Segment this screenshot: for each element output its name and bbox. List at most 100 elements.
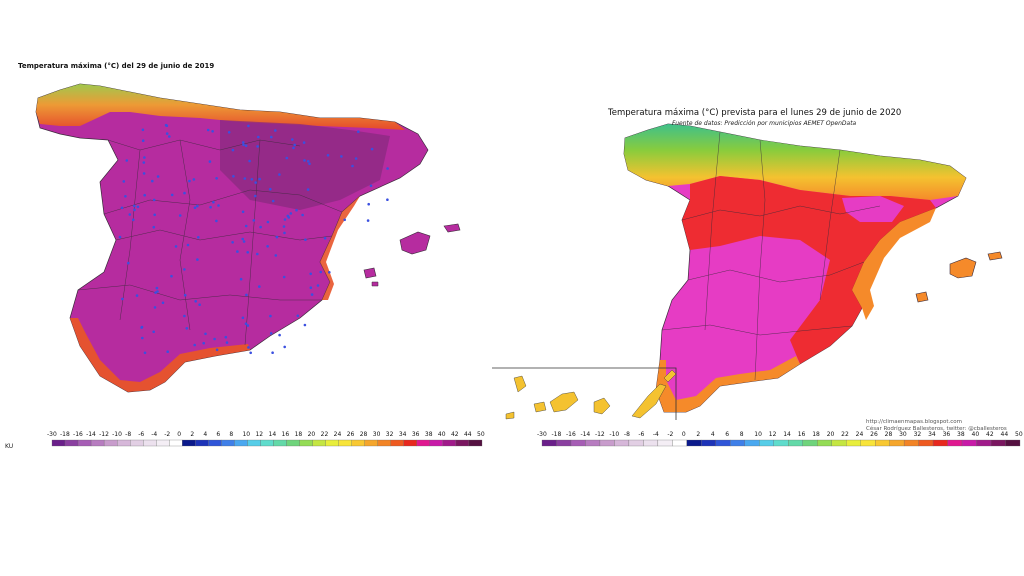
station-dot [140, 326, 143, 329]
station-dot [275, 235, 279, 239]
right-legend-swatch [599, 439, 615, 447]
right-legend-swatch [1005, 439, 1021, 447]
left-legend-tick: 28 [359, 431, 368, 438]
right-legend-tick: 44 [1000, 431, 1009, 438]
station-dot [354, 157, 358, 160]
station-dot [192, 178, 196, 181]
station-dot [357, 130, 360, 133]
station-dot [366, 219, 370, 222]
left-ibiza-island [363, 267, 377, 279]
right-map-title: Temperatura máxima (°C) prevista para el… [608, 108, 902, 118]
right-legend-tick: 50 [1015, 431, 1023, 438]
left-legend-swatch [208, 439, 222, 447]
right-spain-map [623, 123, 1003, 413]
station-dot [143, 351, 147, 355]
right-legend-swatch [875, 439, 890, 447]
station-dot [215, 219, 218, 223]
left-menorca-island [443, 223, 461, 233]
right-legend-swatch [744, 439, 760, 447]
right-legend-tick: 6 [725, 431, 730, 438]
left-legend-tick: -30 [47, 431, 57, 438]
station-dot [258, 177, 261, 181]
left-legend-tick: -14 [86, 431, 96, 438]
station-dot [170, 274, 173, 278]
right-legend-tick: -2 [667, 431, 674, 438]
station-dot [141, 128, 145, 132]
station-dot [323, 236, 327, 240]
station-dot [183, 293, 187, 297]
station-dot [166, 350, 169, 354]
right-legend-swatch [990, 439, 1006, 447]
canary-la-gomera [533, 401, 547, 413]
left-south-coast-band [70, 318, 250, 392]
station-dot [253, 194, 257, 198]
station-dot [118, 235, 122, 239]
station-dot [271, 351, 274, 355]
station-dot [255, 252, 259, 256]
right-legend-swatch [802, 439, 818, 447]
right-legend-tick: 16 [797, 431, 806, 438]
station-dot [270, 135, 273, 139]
right-legend-swatch [570, 439, 586, 447]
right-legend-swatch [643, 439, 659, 447]
left-legend-swatch [338, 439, 352, 447]
station-dot [343, 218, 347, 222]
station-dot [386, 198, 389, 201]
station-dot [154, 291, 157, 294]
station-dot [136, 205, 140, 209]
station-dot [243, 177, 247, 180]
left-legend-swatch [312, 439, 326, 447]
station-dot [209, 205, 212, 209]
station-dot [319, 270, 323, 274]
left-legend-swatch [455, 439, 470, 447]
left-legend-tick: 26 [346, 431, 355, 438]
station-dot [278, 333, 281, 337]
station-dot [202, 341, 205, 345]
right-legend-swatch [860, 439, 876, 447]
right-legend-swatch [672, 439, 687, 447]
right-legend-tick: 38 [957, 431, 965, 438]
left-legend-tick: 16 [281, 431, 290, 438]
station-dot [340, 155, 343, 158]
station-dot [316, 284, 320, 287]
right-map-subtitle: Fuente de datos: Predicción por municipi… [672, 120, 857, 127]
right-legend-tick: 28 [884, 431, 893, 438]
station-dot [278, 173, 281, 176]
right-legend-swatch [715, 439, 731, 447]
left-legend-tick: 8 [229, 431, 234, 438]
station-dot [193, 343, 196, 347]
left-legend-swatch [51, 439, 66, 447]
station-dot [282, 275, 286, 279]
station-dot [242, 143, 245, 147]
station-dot [266, 245, 269, 248]
right-legend-swatch [932, 439, 948, 447]
station-dot [244, 224, 248, 228]
station-dot [246, 324, 250, 327]
station-dot [266, 220, 270, 224]
station-dot [249, 351, 252, 355]
station-dot [309, 272, 313, 276]
station-dot [242, 240, 246, 243]
station-dot [326, 154, 330, 157]
station-dot [244, 144, 248, 147]
left-legend-swatch [234, 439, 248, 447]
left-legend-tick: -2 [164, 431, 171, 438]
station-dot [257, 135, 260, 139]
station-dot [196, 204, 199, 208]
station-dot [197, 236, 200, 239]
station-dot [369, 184, 373, 188]
left-legend-swatch [377, 439, 391, 447]
canary-el-hierro [505, 411, 515, 420]
left-legend-swatch [286, 439, 300, 447]
left-legend-tick: 34 [398, 431, 407, 438]
left-legend-swatch [364, 439, 378, 447]
station-dot [291, 138, 294, 141]
station-dot [227, 131, 231, 134]
left-legend-swatch [156, 439, 170, 447]
station-dot [120, 206, 124, 210]
station-dot [231, 148, 235, 152]
station-dot [367, 202, 371, 206]
station-dot [196, 258, 199, 261]
station-dot [168, 135, 171, 138]
canary-lanzarote [663, 369, 677, 383]
